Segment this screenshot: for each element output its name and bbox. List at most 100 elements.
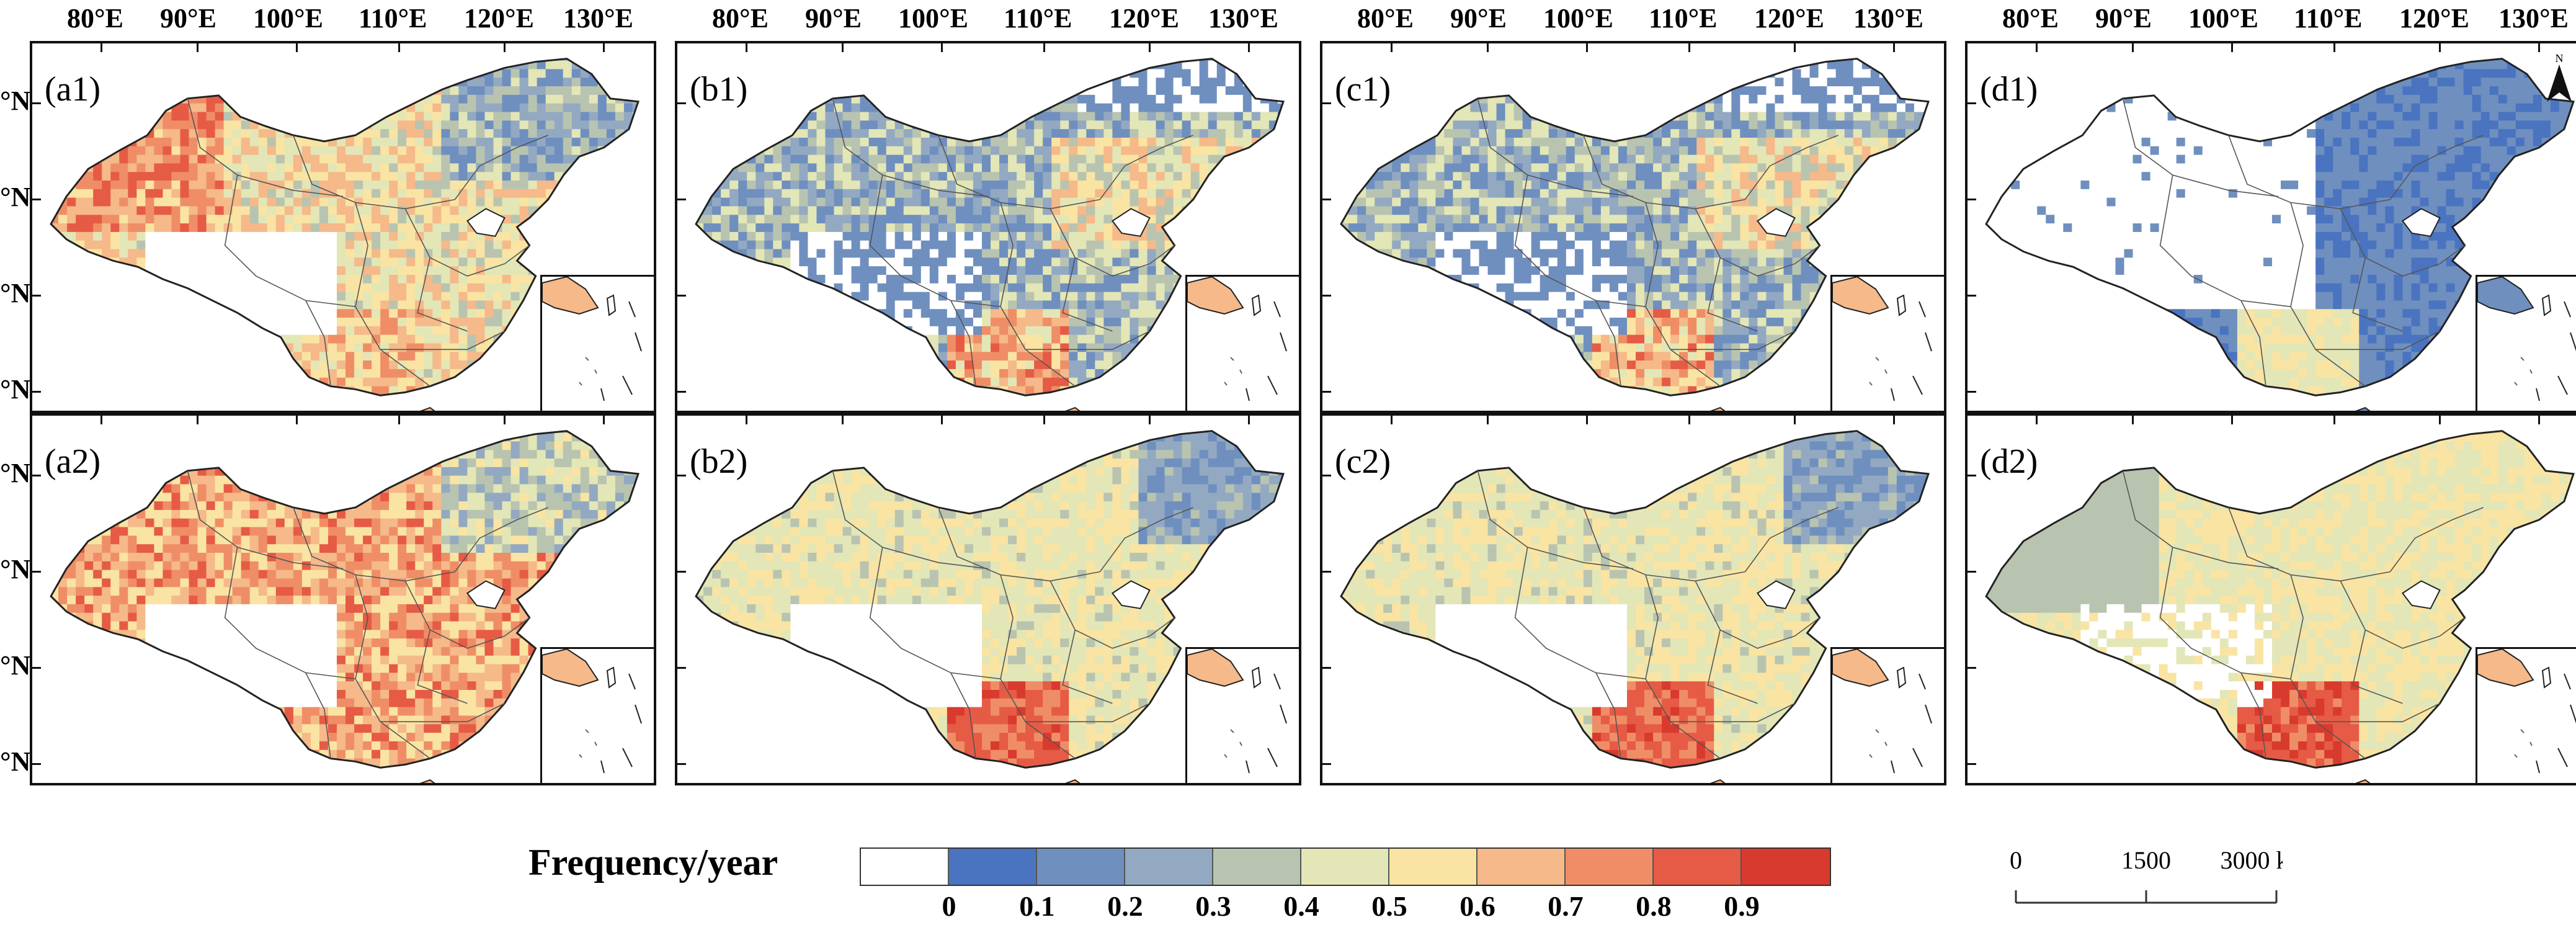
province-boundary <box>1707 257 1758 332</box>
latitude-label: 50°N <box>0 457 30 489</box>
bohai-sea <box>1756 580 1796 609</box>
longitude-label: 80°E <box>712 2 769 34</box>
north-arrow-icon: N <box>2541 52 2576 108</box>
province-boundary <box>1000 575 1076 759</box>
province-boundary <box>1645 575 1721 759</box>
province-boundary <box>1670 331 1795 351</box>
province-boundary <box>355 575 430 759</box>
map-panel: (c1) <box>1320 41 1946 413</box>
latitude-label: 50°N <box>0 85 30 117</box>
map-panel: (b1) <box>675 41 1301 413</box>
province-boundary <box>454 135 548 200</box>
province-boundary <box>2389 135 2484 200</box>
latitude-label: 20°N <box>0 746 30 777</box>
south-china-sea-inset <box>540 275 654 411</box>
panel-label: (a1) <box>45 69 100 109</box>
bohai-sea <box>2401 580 2441 609</box>
legend-tick-label: 0.8 <box>1636 890 1672 923</box>
map-panel: (b2) <box>675 413 1301 785</box>
province-boundary <box>1050 208 1175 277</box>
longitude-label: 120°E <box>1109 2 1179 34</box>
panel-label: (b1) <box>690 69 747 109</box>
legend-colorbar <box>860 847 1831 886</box>
province-boundary <box>869 547 1001 680</box>
legend-swatch <box>861 849 949 885</box>
longitude-label: 80°E <box>1357 2 1414 34</box>
province-boundary <box>1062 630 1113 704</box>
province-boundary <box>1062 257 1113 332</box>
hainan-island <box>2355 406 2371 411</box>
south-china-sea-inset <box>1830 275 1944 411</box>
legend-swatch <box>1125 849 1213 885</box>
province-boundary <box>380 331 505 351</box>
legend-tick-label: 0.5 <box>1371 890 1407 923</box>
longitude-label: 90°E <box>1450 2 1507 34</box>
panel-label: (c1) <box>1335 69 1391 109</box>
national-boundary <box>50 430 640 769</box>
province-boundary <box>950 300 976 387</box>
legend-tick-label: 0.1 <box>1019 890 1055 923</box>
province-boundary <box>1595 300 1621 387</box>
province-boundary <box>2240 673 2266 759</box>
longitude-label: 100°E <box>898 2 968 34</box>
province-boundary <box>404 581 530 649</box>
china-map <box>695 430 1285 783</box>
hainan-island <box>1065 779 1081 783</box>
south-china-sea-inset <box>1185 647 1299 783</box>
longitude-label: 90°E <box>160 2 216 34</box>
province-boundary <box>355 202 430 387</box>
legend-swatch <box>1037 849 1125 885</box>
china-map <box>1340 430 1930 783</box>
national-boundary <box>1340 58 1930 396</box>
south-china-sea-inset <box>2476 647 2576 783</box>
national-boundary <box>50 58 640 396</box>
province-boundary <box>305 300 331 387</box>
panel-label: (d2) <box>1980 442 2038 481</box>
longitude-label: 110°E <box>2294 2 2363 34</box>
province-boundary <box>1000 202 1076 387</box>
legend-swatch <box>1389 849 1477 885</box>
longitude-label: 130°E <box>1853 2 1923 34</box>
legend-swatch <box>1301 849 1389 885</box>
map-panel: (c2) <box>1320 413 1946 785</box>
province-boundary <box>2340 208 2466 277</box>
province-boundary <box>224 547 356 680</box>
legend-swatch <box>1742 849 1830 885</box>
south-china-sea-inset <box>540 647 654 783</box>
scale-bar: 0 1500 3000 km <box>2010 846 2283 904</box>
longitude-label: 100°E <box>253 2 323 34</box>
national-boundary <box>1985 430 2575 769</box>
hainan-island <box>1710 406 1726 411</box>
longitude-label: 100°E <box>2188 2 2258 34</box>
province-boundary <box>224 174 356 308</box>
province-boundary <box>2159 174 2291 308</box>
province-boundary <box>1695 581 1821 649</box>
province-boundary <box>1744 135 1838 200</box>
province-boundary <box>832 98 989 197</box>
province-boundary <box>2290 202 2366 387</box>
latitude-label: 30°N <box>0 650 30 681</box>
legend-tick-label: 0.6 <box>1460 890 1495 923</box>
legend-tick-label: 0.4 <box>1283 890 1319 923</box>
province-boundary <box>1025 331 1150 351</box>
national-boundary <box>1340 430 1930 769</box>
bohai-sea <box>1111 580 1151 609</box>
china-map <box>50 430 640 783</box>
bohai-sea <box>2401 208 2441 237</box>
province-boundary <box>2352 630 2403 704</box>
province-boundary <box>404 208 530 277</box>
national-boundary <box>695 430 1285 769</box>
longitude-label: 120°E <box>2399 2 2469 34</box>
legend-tick-label: 0.9 <box>1724 890 1760 923</box>
province-boundary <box>1744 507 1838 573</box>
panel-label: (b2) <box>690 442 747 481</box>
latitude-label: 40°N <box>0 553 30 585</box>
legend-swatch <box>1566 849 1654 885</box>
legend-tick-label: 0 <box>942 890 956 923</box>
province-boundary <box>2389 507 2484 573</box>
latitude-label: 30°N <box>0 277 30 309</box>
south-china-sea-inset <box>2476 275 2576 411</box>
longitude-label: 130°E <box>2498 2 2569 34</box>
longitude-label: 110°E <box>1649 2 1718 34</box>
province-boundary <box>1099 507 1193 573</box>
